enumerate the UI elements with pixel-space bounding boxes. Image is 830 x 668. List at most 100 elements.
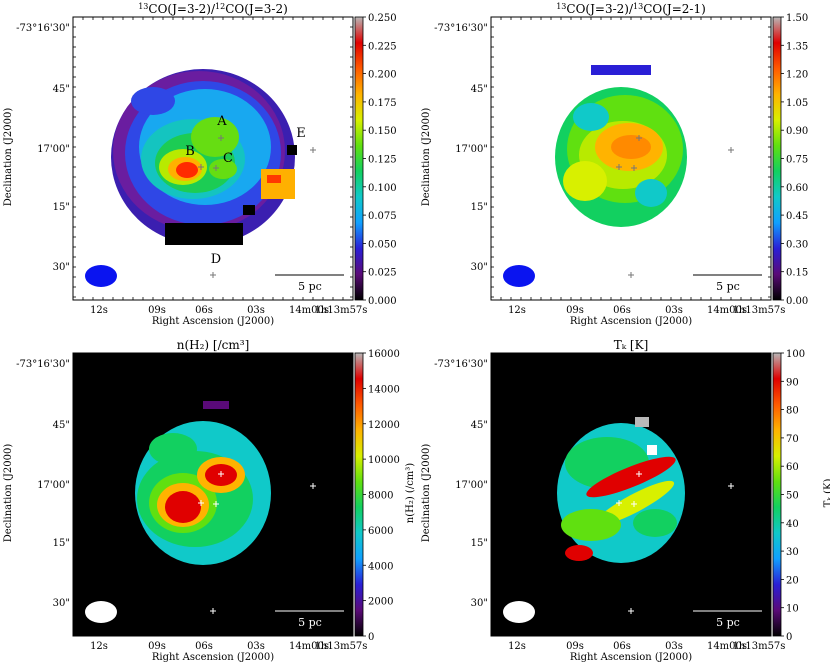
source-marker xyxy=(728,147,734,153)
ra-tick-label: 1h13m57s xyxy=(315,641,368,652)
ra-tick-label: 06s xyxy=(613,305,631,316)
scale-bar-label: 5 pc xyxy=(298,616,322,629)
colorbar-tick-label: 10000 xyxy=(368,455,400,466)
colorbar-tick-label: 30 xyxy=(786,547,799,558)
map-co_ratio_13 xyxy=(491,17,771,300)
scale-bar-label: 5 pc xyxy=(716,616,740,629)
colorbar xyxy=(772,16,782,301)
source-marker xyxy=(218,471,224,477)
colorbar xyxy=(354,352,364,637)
ra-tick-label: 06s xyxy=(195,305,213,316)
y-axis-label: Declination (J2000) xyxy=(421,108,432,207)
colorbar-tick-label: 0.00 xyxy=(786,296,808,307)
map-co_ratio_32 xyxy=(73,17,353,300)
source-marker xyxy=(213,165,219,171)
ra-tick-label: 12s xyxy=(90,305,108,316)
panel-title: n(H₂) [/cm³] xyxy=(177,338,250,352)
x-axis-label: Right Ascension (J2000) xyxy=(570,652,692,663)
ra-tick-label: 03s xyxy=(665,641,683,652)
source-marker xyxy=(210,608,216,614)
colorbar-tick-label: 0.075 xyxy=(368,211,397,222)
dec-tick-label: -73°16'30" xyxy=(16,359,70,370)
colorbar-tick-label: 8000 xyxy=(368,491,393,502)
colorbar-tick-label: 0.175 xyxy=(368,98,397,109)
y-axis-label: Declination (J2000) xyxy=(3,444,14,543)
ra-tick-label: 03s xyxy=(665,305,683,316)
colorbar-tick-label: 1.35 xyxy=(786,41,808,52)
source-label-e: E xyxy=(296,126,306,141)
source-marker xyxy=(198,500,204,506)
source-label-c: C xyxy=(223,151,233,166)
panel-title: 13CO(J=3-2)/13CO(J=2-1) xyxy=(556,2,706,16)
colorbar-tick-label: 20 xyxy=(786,575,799,586)
dec-tick-label: -73°16'30" xyxy=(434,359,488,370)
dec-tick-label: -73°16'30" xyxy=(434,23,488,34)
colorbar-tick-label: 0.15 xyxy=(786,268,808,279)
colorbar-tick-label: 2000 xyxy=(368,597,393,608)
colorbar-tick-label: 80 xyxy=(786,406,799,417)
colorbar-tick-label: 0.250 xyxy=(368,13,397,24)
dec-tick-label: 30" xyxy=(53,598,70,609)
ra-tick-label: 09s xyxy=(148,305,166,316)
colorbar-tick-label: 0.025 xyxy=(368,268,397,279)
dec-tick-label: 17'00" xyxy=(455,480,488,491)
source-marker xyxy=(628,272,634,278)
colorbar-tick-label: 0.150 xyxy=(368,126,397,137)
beam-ellipse xyxy=(85,601,117,623)
colorbar-tick-label: 0.225 xyxy=(368,41,397,52)
dec-tick-label: 45" xyxy=(53,84,70,95)
colorbar-tick-label: 70 xyxy=(786,434,799,445)
source-marker xyxy=(198,164,204,170)
colorbar-tick-label: 0.75 xyxy=(786,155,808,166)
dec-tick-label: 30" xyxy=(471,262,488,273)
colorbar-tick-label: 12000 xyxy=(368,420,400,431)
y-axis-label: Declination (J2000) xyxy=(3,108,14,207)
colorbar-tick-label: 50 xyxy=(786,491,799,502)
colorbar-tick-label: 40 xyxy=(786,519,799,530)
ra-tick-label: 09s xyxy=(148,641,166,652)
ra-tick-label: 14m00s xyxy=(707,305,747,316)
colorbar-label: n(H₂) (/cm³) xyxy=(405,463,416,524)
panel-title: Tₖ [K] xyxy=(614,338,649,352)
scale-bar-label: 5 pc xyxy=(716,280,740,293)
dec-tick-label: 15" xyxy=(471,202,488,213)
panel-title: 13CO(J=3-2)/12CO(J=3-2) xyxy=(138,2,288,16)
colorbar-tick-label: 14000 xyxy=(368,384,400,395)
source-marker xyxy=(310,483,316,489)
dec-tick-label: 17'00" xyxy=(37,480,70,491)
colorbar xyxy=(354,16,364,301)
source-marker xyxy=(631,165,637,171)
source-marker xyxy=(616,164,622,170)
source-marker xyxy=(728,483,734,489)
ra-tick-label: 12s xyxy=(508,305,526,316)
dec-tick-label: 15" xyxy=(471,538,488,549)
scale-bar-label: 5 pc xyxy=(298,280,322,293)
source-marker xyxy=(628,608,634,614)
colorbar-tick-label: 0.200 xyxy=(368,70,397,81)
source-marker xyxy=(213,501,219,507)
colorbar-tick-label: 1.05 xyxy=(786,98,808,109)
ra-tick-label: 06s xyxy=(195,641,213,652)
ra-tick-label: 12s xyxy=(508,641,526,652)
dec-tick-label: 15" xyxy=(53,538,70,549)
dec-tick-label: -73°16'30" xyxy=(16,23,70,34)
colorbar-tick-label: 0.100 xyxy=(368,183,397,194)
colorbar-tick-label: 0.30 xyxy=(786,239,808,250)
x-axis-label: Right Ascension (J2000) xyxy=(570,316,692,327)
dec-tick-label: 30" xyxy=(53,262,70,273)
map-temperature xyxy=(491,353,771,636)
colorbar-tick-label: 90 xyxy=(786,377,799,388)
ra-tick-label: 09s xyxy=(566,305,584,316)
colorbar-label: Tₖ (K) xyxy=(823,479,830,508)
dec-tick-label: 45" xyxy=(471,84,488,95)
source-marker xyxy=(218,135,224,141)
colorbar-tick-label: 0.050 xyxy=(368,239,397,250)
colorbar-tick-label: 0.125 xyxy=(368,155,397,166)
colorbar-tick-label: 100 xyxy=(786,349,805,360)
ra-tick-label: 14m00s xyxy=(289,305,329,316)
colorbar-tick-label: 4000 xyxy=(368,561,393,572)
source-marker xyxy=(616,500,622,506)
ra-tick-label: 1h13m57s xyxy=(733,641,786,652)
dec-tick-label: 45" xyxy=(471,420,488,431)
